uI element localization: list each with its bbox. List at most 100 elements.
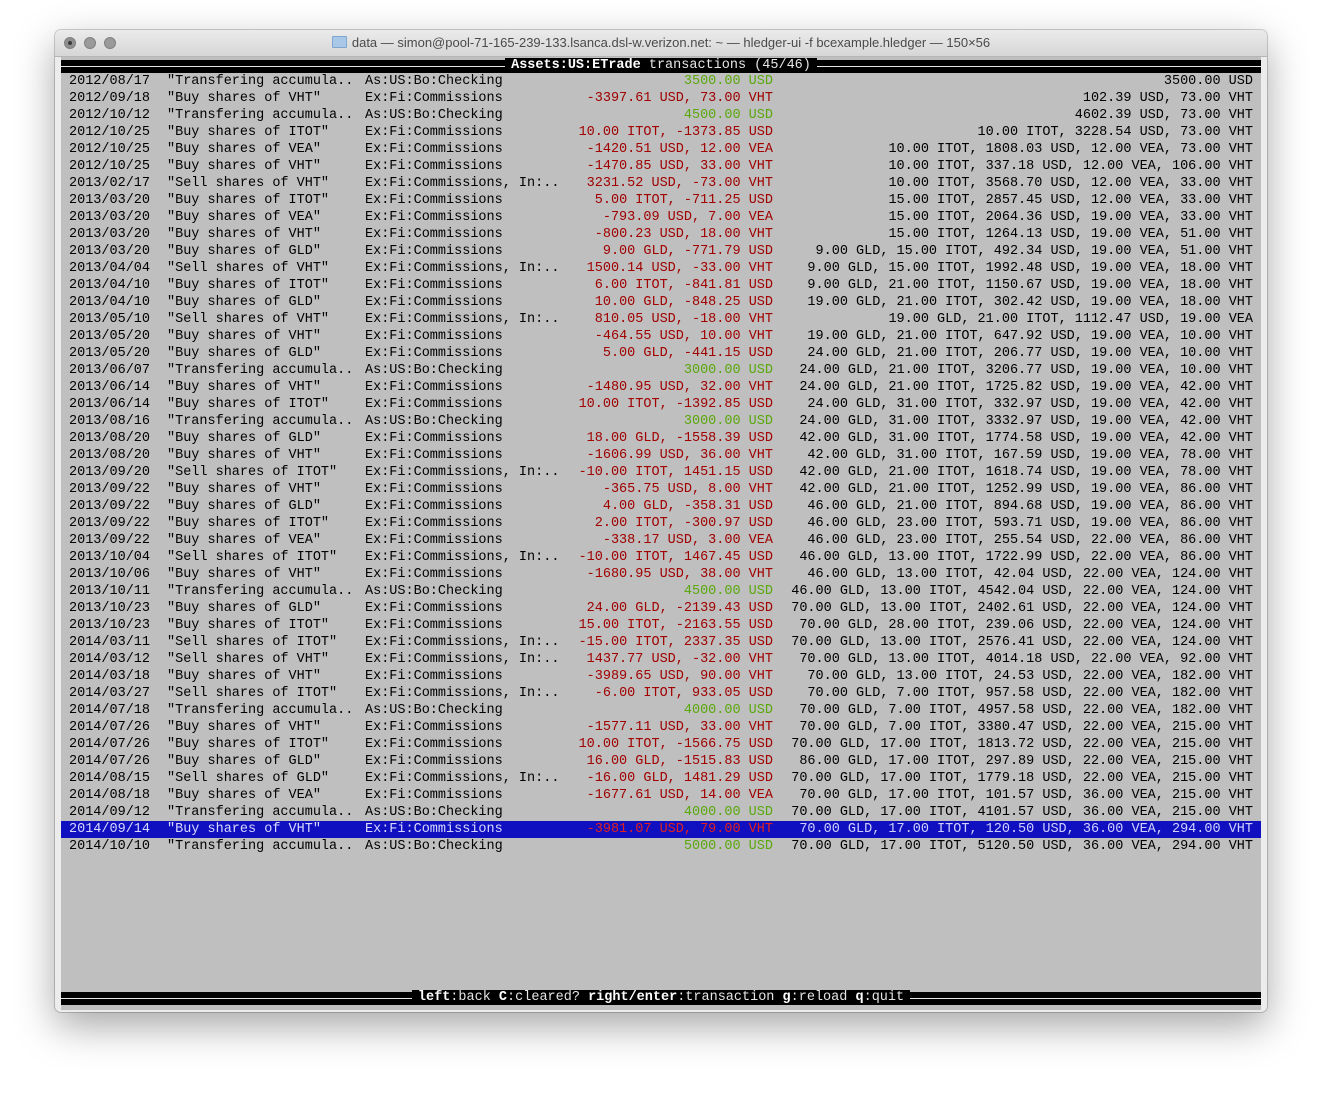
table-row[interactable]: 2013/05/20 "Buy shares of VHT" Ex:Fi:Commi… (61, 328, 1261, 345)
balance-cell: 9.00 GLD, 15.00 ITOT, 1992.48 USD, 19.00… (807, 261, 1253, 276)
amount-cell: -1480.95 USD, 32.00 VHT (586, 380, 773, 395)
table-row[interactable]: 2013/04/10 "Buy shares of ITOT" Ex:Fi:Comm… (61, 277, 1261, 294)
balance-cell: 46.00 GLD, 21.00 ITOT, 894.68 USD, 19.00… (807, 499, 1253, 514)
date-cell: 2013/06/14 (69, 380, 151, 395)
table-row[interactable]: 2013/03/20 "Buy shares of ITOT" Ex:Fi:Comm… (61, 192, 1261, 209)
amount-cell: 3500.00 USD (683, 74, 773, 89)
account-cell: Ex:Fi:Commissions, In:.. (365, 635, 560, 650)
table-row[interactable]: 2014/07/26 "Buy shares of VHT" Ex:Fi:Commi… (61, 719, 1261, 736)
table-row[interactable]: 2013/05/10 "Sell shares of VHT" Ex:Fi:Comm… (61, 311, 1261, 328)
account-cell: As:US:Bo:Checking (365, 108, 503, 123)
amount-cell: 3231.52 USD, -73.00 VHT (586, 176, 773, 191)
description-cell: "Buy shares of VHT" (167, 448, 321, 463)
account-cell: Ex:Fi:Commissions, In:.. (365, 686, 560, 701)
table-row[interactable]: 2013/09/22 "Buy shares of VEA" Ex:Fi:Commi… (61, 532, 1261, 549)
table-row[interactable]: 2014/10/10 "Transfering accumula.. As:US:B… (61, 838, 1261, 855)
table-row[interactable]: 2013/05/20 "Buy shares of GLD" Ex:Fi:Commi… (61, 345, 1261, 362)
amount-cell: -1470.85 USD, 33.00 VHT (586, 159, 773, 174)
table-row[interactable]: 2012/10/25 "Buy shares of ITOT" Ex:Fi:Comm… (61, 124, 1261, 141)
account-cell: Ex:Fi:Commissions, In:.. (365, 550, 560, 565)
table-row[interactable]: 2013/06/07 "Transfering accumula.. As:US:B… (61, 362, 1261, 379)
table-row[interactable]: 2012/10/12 "Transfering accumula.. As:US:B… (61, 107, 1261, 124)
date-cell: 2013/06/07 (69, 363, 151, 378)
header-bar: Assets:US:ETrade transactions (45/46) (61, 58, 1261, 73)
table-row[interactable]: 2014/08/15 "Sell shares of GLD" Ex:Fi:Comm… (61, 770, 1261, 787)
amount-cell: -10.00 ITOT, 1451.15 USD (578, 465, 773, 480)
table-row[interactable]: 2014/08/18 "Buy shares of VEA" Ex:Fi:Commi… (61, 787, 1261, 804)
title-bar[interactable]: data — simon@pool-71-165-239-133.lsanca.… (55, 30, 1267, 57)
date-cell: 2012/08/17 (69, 74, 151, 89)
account-cell: Ex:Fi:Commissions (365, 159, 503, 174)
account-cell: Ex:Fi:Commissions, In:.. (365, 465, 560, 480)
amount-cell: 1500.14 USD, -33.00 VHT (586, 261, 773, 276)
keybinding-help: left:back C:cleared? right/enter:transac… (411, 990, 911, 1005)
zoom-button[interactable] (104, 37, 116, 49)
date-cell: 2013/09/22 (69, 499, 151, 514)
table-row[interactable]: 2013/09/22 "Buy shares of GLD" Ex:Fi:Commi… (61, 498, 1261, 515)
amount-cell: -15.00 ITOT, 2337.35 USD (578, 635, 773, 650)
footer-bar: left:back C:cleared? right/enter:transac… (61, 990, 1261, 1005)
table-row[interactable]: 2013/04/10 "Buy shares of GLD" Ex:Fi:Commi… (61, 294, 1261, 311)
amount-cell: 5.00 ITOT, -711.25 USD (594, 193, 773, 208)
table-row[interactable]: 2014/07/18 "Transfering accumula.. As:US:B… (61, 702, 1261, 719)
description-cell: "Buy shares of VEA" (167, 788, 321, 803)
table-row[interactable]: 2013/09/22 "Buy shares of VHT" Ex:Fi:Commi… (61, 481, 1261, 498)
table-row[interactable]: 2013/08/20 "Buy shares of VHT" Ex:Fi:Commi… (61, 447, 1261, 464)
balance-cell: 4602.39 USD, 73.00 VHT (1074, 108, 1253, 123)
table-row[interactable]: 2013/09/20 "Sell shares of ITOT" Ex:Fi:Com… (61, 464, 1261, 481)
table-row[interactable]: 2013/10/23 "Buy shares of GLD" Ex:Fi:Commi… (61, 600, 1261, 617)
balance-cell: 42.00 GLD, 21.00 ITOT, 1618.74 USD, 19.0… (799, 465, 1253, 480)
close-button[interactable] (64, 37, 76, 49)
table-row[interactable]: 2014/07/26 "Buy shares of ITOT" Ex:Fi:Comm… (61, 736, 1261, 753)
table-row[interactable]: 2012/09/18 "Buy shares of VHT" Ex:Fi:Commi… (61, 90, 1261, 107)
table-row-selected[interactable]: 2014/09/14 "Buy shares of VHT" Ex:Fi:Commi… (61, 821, 1261, 838)
balance-cell: 86.00 GLD, 17.00 ITOT, 297.89 USD, 22.00… (799, 754, 1253, 769)
account-cell: Ex:Fi:Commissions, In:.. (365, 771, 560, 786)
date-cell: 2014/09/12 (69, 805, 151, 820)
folder-icon (331, 36, 347, 48)
description-cell: "Buy shares of VHT" (167, 669, 321, 684)
date-cell: 2012/10/12 (69, 108, 151, 123)
table-row[interactable]: 2013/06/14 "Buy shares of VHT" Ex:Fi:Commi… (61, 379, 1261, 396)
table-row[interactable]: 2012/10/25 "Buy shares of VHT" Ex:Fi:Commi… (61, 158, 1261, 175)
description-cell: "Buy shares of GLD" (167, 754, 321, 769)
table-row[interactable]: 2013/03/20 "Buy shares of GLD" Ex:Fi:Commi… (61, 243, 1261, 260)
description-cell: "Sell shares of VHT" (167, 312, 330, 327)
table-row[interactable]: 2013/02/17 "Sell shares of VHT" Ex:Fi:Comm… (61, 175, 1261, 192)
table-row[interactable]: 2013/10/06 "Buy shares of VHT" Ex:Fi:Commi… (61, 566, 1261, 583)
table-row[interactable]: 2014/03/12 "Sell shares of VHT" Ex:Fi:Comm… (61, 651, 1261, 668)
table-row[interactable]: 2014/09/12 "Transfering accumula.. As:US:B… (61, 804, 1261, 821)
date-cell: 2013/10/23 (69, 601, 151, 616)
table-row[interactable]: 2012/08/17 "Transfering accumula.. As:US:B… (61, 73, 1261, 90)
amount-cell: 4.00 GLD, -358.31 USD (602, 499, 773, 514)
table-row[interactable]: 2013/10/11 "Transfering accumula.. As:US:B… (61, 583, 1261, 600)
terminal-screen[interactable]: Assets:US:ETrade transactions (45/46) 20… (61, 57, 1261, 1010)
table-row[interactable]: 2013/09/22 "Buy shares of ITOT" Ex:Fi:Comm… (61, 515, 1261, 532)
table-row[interactable]: 2013/10/04 "Sell shares of ITOT" Ex:Fi:Com… (61, 549, 1261, 566)
date-cell: 2013/03/20 (69, 244, 151, 259)
balance-cell: 102.39 USD, 73.00 VHT (1082, 91, 1253, 106)
table-row[interactable]: 2013/08/20 "Buy shares of GLD" Ex:Fi:Commi… (61, 430, 1261, 447)
date-cell: 2013/10/23 (69, 618, 151, 633)
table-row[interactable]: 2013/10/23 "Buy shares of ITOT" Ex:Fi:Comm… (61, 617, 1261, 634)
account-cell: Ex:Fi:Commissions (365, 533, 503, 548)
table-row[interactable]: 2013/06/14 "Buy shares of ITOT" Ex:Fi:Comm… (61, 396, 1261, 413)
date-cell: 2013/10/11 (69, 584, 151, 599)
table-row[interactable]: 2014/03/11 "Sell shares of ITOT" Ex:Fi:Com… (61, 634, 1261, 651)
table-row[interactable]: 2014/03/27 "Sell shares of ITOT" Ex:Fi:Com… (61, 685, 1261, 702)
table-row[interactable]: 2012/10/25 "Buy shares of VEA" Ex:Fi:Commi… (61, 141, 1261, 158)
balance-cell: 10.00 ITOT, 3568.70 USD, 12.00 VEA, 33.0… (888, 176, 1253, 191)
amount-cell: 16.00 GLD, -1515.83 USD (586, 754, 773, 769)
balance-cell: 19.00 GLD, 21.00 ITOT, 302.42 USD, 19.00… (807, 295, 1253, 310)
account-cell: Ex:Fi:Commissions (365, 295, 503, 310)
table-row[interactable]: 2013/03/20 "Buy shares of VHT" Ex:Fi:Commi… (61, 226, 1261, 243)
table-row[interactable]: 2013/08/16 "Transfering accumula.. As:US:B… (61, 413, 1261, 430)
table-row[interactable]: 2014/03/18 "Buy shares of VHT" Ex:Fi:Commi… (61, 668, 1261, 685)
minimize-button[interactable] (84, 37, 96, 49)
table-row[interactable]: 2013/04/04 "Sell shares of VHT" Ex:Fi:Comm… (61, 260, 1261, 277)
table-row[interactable]: 2013/03/20 "Buy shares of VEA" Ex:Fi:Commi… (61, 209, 1261, 226)
amount-cell: -10.00 ITOT, 1467.45 USD (578, 550, 773, 565)
account-cell: Ex:Fi:Commissions, In:.. (365, 261, 560, 276)
balance-cell: 70.00 GLD, 17.00 ITOT, 4101.57 USD, 36.0… (791, 805, 1253, 820)
table-row[interactable]: 2014/07/26 "Buy shares of GLD" Ex:Fi:Commi… (61, 753, 1261, 770)
